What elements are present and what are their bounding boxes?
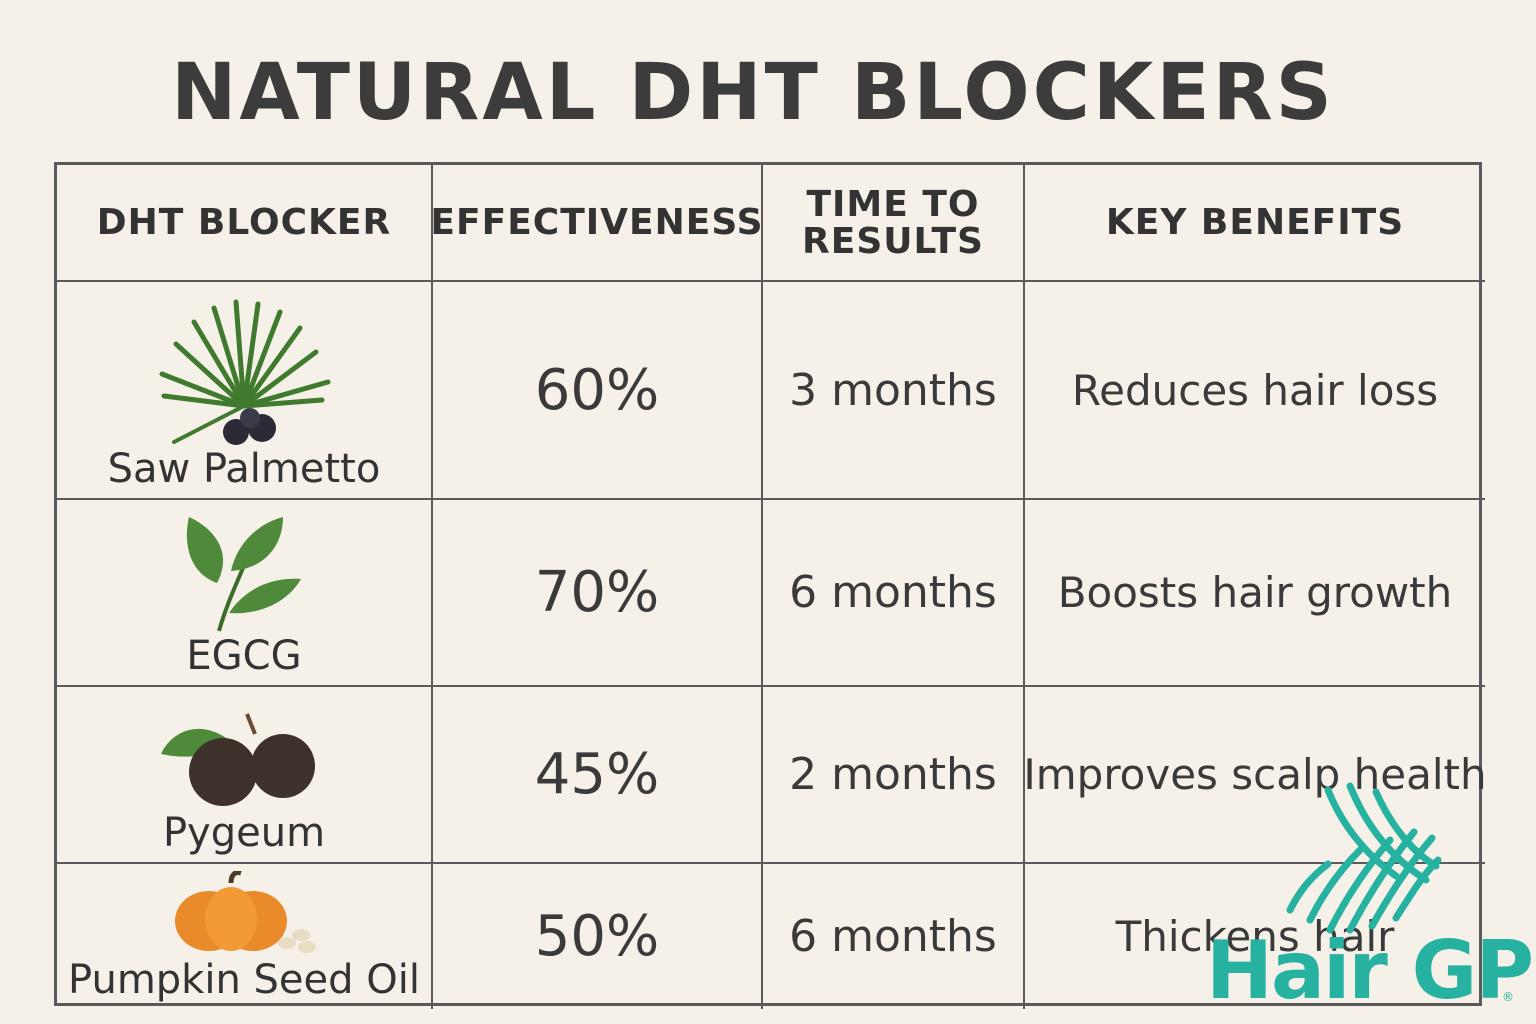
time-to-results-value: 6 months [763, 864, 1025, 1009]
time-to-results-value: 2 months [763, 687, 1025, 864]
table-row-cell-blocker: Saw Palmetto [57, 282, 433, 500]
effectiveness-value: 45% [433, 687, 763, 864]
page-title: NATURAL DHT BLOCKERS [171, 48, 1335, 138]
key-benefit-value: Thickens hair [1115, 912, 1395, 961]
effectiveness-value: 50% [433, 864, 763, 1009]
key-benefit-value: Boosts hair growth [1025, 500, 1485, 687]
blocker-name: Pumpkin Seed Oil [68, 957, 420, 1003]
header-dht-blocker: DHT BLOCKER [57, 165, 433, 282]
pygeum-fruit-icon [161, 713, 315, 806]
table-row-cell-blocker: Pumpkin Seed Oil [57, 864, 433, 1009]
green-tea-leaf-icon [186, 517, 301, 632]
time-to-results-value: 6 months [763, 500, 1025, 687]
blocker-name: EGCG [186, 633, 302, 679]
header-key-benefits: KEY BENEFITS [1025, 165, 1485, 282]
table-row-cell-blocker: Pygeum [57, 687, 433, 864]
table-row-cell-blocker: EGCG [57, 500, 433, 687]
pumpkin-icon [175, 871, 316, 953]
header-time-to-results: TIME TO RESULTS [763, 165, 1025, 282]
saw-palmetto-icon [159, 299, 331, 445]
time-to-results-value: 3 months [763, 282, 1025, 500]
hair-gp-logo-icon [1286, 782, 1442, 934]
key-benefit-value: Improves scalp health [1025, 687, 1485, 864]
brand-logo-text: Hair GP [1206, 924, 1534, 1017]
effectiveness-value: 70% [433, 500, 763, 687]
effectiveness-value: 60% [433, 282, 763, 500]
key-benefit-value: Reduces hair loss [1025, 282, 1485, 500]
dht-blockers-table: DHT BLOCKER EFFECTIVENESS TIME TO RESULT… [54, 162, 1485, 1009]
blocker-name: Saw Palmetto [107, 446, 381, 492]
header-effectiveness: EFFECTIVENESS [433, 165, 763, 282]
registered-mark: ® [1502, 990, 1514, 1004]
blocker-name: Pygeum [162, 810, 326, 856]
